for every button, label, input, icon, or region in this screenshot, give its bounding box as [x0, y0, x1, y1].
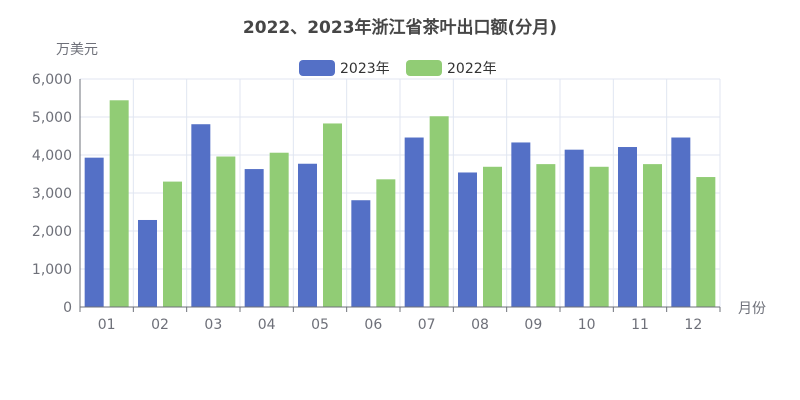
- bar-06-series-1[interactable]: [376, 179, 396, 307]
- y-tick-label: 0: [63, 300, 72, 316]
- legend-swatch-2023: [299, 60, 335, 76]
- axis-layer: 0 1,000 2,000 3,000 4,000 5,000 6,000 01 02 03 04 0…: [32, 72, 721, 333]
- bar-11-series-0[interactable]: [618, 147, 637, 307]
- legend-label-2023: 2023年: [340, 61, 390, 77]
- x-tick-label-10: 10: [578, 317, 596, 333]
- bars-layer: [84, 100, 716, 308]
- bar-12-series-1[interactable]: [696, 177, 716, 307]
- bar-11-series-1[interactable]: [643, 164, 662, 307]
- bar-05-series-0[interactable]: [298, 163, 317, 307]
- x-tick-label-01: 01: [98, 317, 116, 333]
- bar-07-series-1[interactable]: [429, 116, 449, 308]
- bar-12-series-0[interactable]: [671, 137, 691, 307]
- y-tick-label: 3,000: [32, 186, 72, 202]
- y-tick-label: 1,000: [32, 262, 72, 278]
- legend-swatch-2022: [406, 60, 442, 76]
- bar-03-series-0[interactable]: [191, 124, 211, 307]
- x-tick-label-11: 11: [631, 317, 649, 333]
- bar-01-series-0[interactable]: [84, 157, 104, 307]
- y-tick-label: 6,000: [32, 72, 72, 88]
- bar-05-series-1[interactable]: [323, 123, 342, 308]
- x-tick-label-07: 07: [418, 317, 436, 333]
- x-tick-label-08: 08: [471, 317, 489, 333]
- bar-04-series-1[interactable]: [269, 152, 289, 307]
- bar-09-series-0[interactable]: [511, 142, 531, 307]
- legend[interactable]: 2023年 2022年: [299, 60, 497, 77]
- legend-item-2022[interactable]: 2022年: [406, 60, 497, 77]
- x-tick-label-09: 09: [524, 317, 542, 333]
- bar-09-series-1[interactable]: [536, 164, 556, 307]
- bar-10-series-1[interactable]: [589, 166, 609, 307]
- x-tick-label-04: 04: [258, 317, 276, 333]
- legend-label-2022: 2022年: [447, 61, 497, 77]
- bar-06-series-0[interactable]: [351, 200, 371, 307]
- x-axis-label: 月份: [738, 301, 766, 317]
- bar-08-series-0[interactable]: [458, 172, 477, 307]
- y-tick-label: 5,000: [32, 110, 72, 126]
- y-axis-label: 万美元: [56, 42, 98, 58]
- bar-01-series-1[interactable]: [109, 100, 129, 307]
- bar-02-series-1[interactable]: [163, 181, 182, 307]
- bar-02-series-0[interactable]: [138, 219, 157, 307]
- x-tick-label-05: 05: [311, 317, 329, 333]
- bar-04-series-0[interactable]: [244, 169, 264, 307]
- grid-layer: [80, 78, 721, 307]
- x-tick-label-06: 06: [364, 317, 382, 333]
- legend-item-2023[interactable]: 2023年: [299, 60, 390, 77]
- chart-title: 2022、2023年浙江省茶叶出口额(分月): [243, 17, 557, 38]
- x-tick-label-03: 03: [204, 317, 222, 333]
- x-tick-label-12: 12: [684, 317, 702, 333]
- bar-10-series-0[interactable]: [564, 149, 584, 307]
- bar-03-series-1[interactable]: [216, 156, 236, 307]
- y-tick-label: 4,000: [32, 148, 72, 164]
- bar-07-series-0[interactable]: [404, 137, 424, 307]
- y-tick-label: 2,000: [32, 224, 72, 240]
- bar-08-series-1[interactable]: [483, 166, 502, 307]
- x-tick-label-02: 02: [151, 317, 169, 333]
